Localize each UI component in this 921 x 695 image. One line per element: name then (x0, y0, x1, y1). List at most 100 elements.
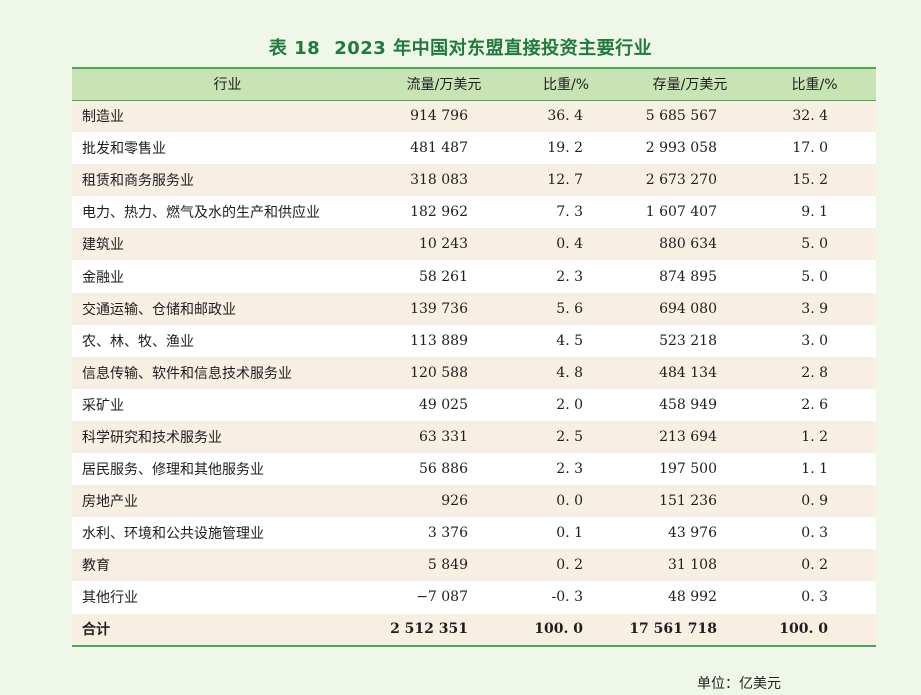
flow-share: 2. 3 (556, 461, 583, 478)
industry-name: 制造业 (82, 109, 124, 126)
header-flow: 流量/万美元 (383, 67, 505, 101)
stock-share: 2. 8 (801, 364, 828, 381)
stock-value: 874 895 (659, 268, 717, 285)
total-stock: 17 561 718 (627, 613, 753, 647)
total-flow: 2 512 351 (383, 613, 505, 647)
table-row: 水利、环境和公共设施管理业 3 376 0. 1 43 976 0. 3 (72, 517, 876, 550)
flow-value: 49 025 (419, 396, 468, 413)
table-row: 建筑业 10 243 0. 4 880 634 5. 0 (72, 228, 876, 261)
table-row: 金融业 58 261 2. 3 874 895 5. 0 (72, 260, 876, 293)
header-stock: 存量/万美元 (627, 67, 753, 101)
table-row: 房地产业 926 0. 0 151 236 0. 9 (72, 485, 876, 518)
flow-value: 120 588 (410, 364, 468, 381)
industry-name: 采矿业 (82, 397, 124, 414)
flow-share: 4. 8 (556, 364, 583, 381)
industry-name: 农、林、牧、渔业 (82, 333, 194, 350)
flow-share: 36. 4 (547, 108, 583, 125)
investment-table: 行业 流量/万美元 比重/% 存量/万美元 比重/% 制造业 914 796 3… (72, 67, 876, 647)
total-row: 合计 2 512 351 100. 0 17 561 718 100. 0 (72, 613, 876, 647)
total-stock-share: 100. 0 (753, 613, 876, 647)
industry-name: 建筑业 (82, 237, 124, 254)
flow-value: 5 849 (427, 557, 468, 574)
table-number: 表 18 (268, 38, 321, 59)
industry-name: 信息传输、软件和信息技术服务业 (82, 365, 292, 382)
stock-value: 523 218 (659, 332, 717, 349)
flow-share: -0. 3 (551, 589, 583, 606)
stock-value: 1 607 407 (645, 204, 717, 221)
flow-share: 2. 0 (556, 396, 583, 413)
flow-share: 0. 1 (556, 525, 583, 542)
stock-share: 5. 0 (801, 268, 828, 285)
table-row: 制造业 914 796 36. 4 5 685 567 32. 4 (72, 100, 876, 133)
stock-value: 5 685 567 (645, 108, 717, 125)
table-row: 交通运输、仓储和邮政业 139 736 5. 6 694 080 3. 9 (72, 292, 876, 325)
stock-value: 151 236 (659, 493, 717, 510)
flow-share: 0. 0 (556, 493, 583, 510)
stock-value: 43 976 (668, 525, 717, 542)
header-flow-share: 比重/% (505, 67, 627, 101)
total-label: 合计 (72, 613, 383, 647)
flow-value: 56 886 (419, 461, 468, 478)
stock-share: 9. 1 (801, 204, 828, 221)
flow-value: 113 889 (410, 332, 468, 349)
unit-note: 单位：亿美元 (697, 676, 781, 692)
stock-value: 197 500 (659, 461, 717, 478)
flow-value: 926 (441, 493, 468, 510)
flow-value: 139 736 (410, 300, 468, 317)
stock-value: 2 673 270 (645, 172, 717, 189)
flow-value: 182 962 (410, 204, 468, 221)
table-row: 采矿业 49 025 2. 0 458 949 2. 6 (72, 388, 876, 421)
table-row: 批发和零售业 481 487 19. 2 2 993 058 17. 0 (72, 132, 876, 165)
stock-share: 1. 1 (801, 461, 828, 478)
stock-share: 0. 3 (801, 589, 828, 606)
flow-share: 19. 2 (547, 140, 583, 157)
industry-name: 教育 (82, 558, 110, 575)
flow-share: 0. 4 (556, 236, 583, 253)
stock-value: 213 694 (659, 428, 717, 445)
flow-value: 318 083 (410, 172, 468, 189)
stock-value: 484 134 (659, 364, 717, 381)
table-row: 科学研究和技术服务业 63 331 2. 5 213 694 1. 2 (72, 420, 876, 454)
header-industry: 行业 (72, 67, 383, 101)
stock-share: 3. 0 (801, 332, 828, 349)
table-row: 居民服务、修理和其他服务业 56 886 2. 3 197 500 1. 1 (72, 453, 876, 486)
industry-name: 科学研究和技术服务业 (82, 429, 222, 446)
flow-share: 0. 2 (556, 557, 583, 574)
flow-value: 63 331 (419, 428, 468, 445)
table-row: 农、林、牧、渔业 113 889 4. 5 523 218 3. 0 (72, 324, 876, 357)
stock-value: 880 634 (659, 236, 717, 253)
flow-value: 481 487 (410, 140, 468, 157)
flow-share: 7. 3 (556, 204, 583, 221)
stock-value: 694 080 (659, 300, 717, 317)
stock-share: 32. 4 (792, 108, 828, 125)
stock-share: 3. 9 (801, 300, 828, 317)
table-row: 信息传输、软件和信息技术服务业 120 588 4. 8 484 134 2. … (72, 356, 876, 389)
industry-name: 水利、环境和公共设施管理业 (82, 526, 264, 543)
flow-value: 10 243 (419, 236, 468, 253)
stock-share: 1. 2 (801, 428, 828, 445)
flow-value: 3 376 (427, 525, 468, 542)
header-stock-share: 比重/% (753, 67, 876, 101)
table-row: 教育 5 849 0. 2 31 108 0. 2 (72, 549, 876, 582)
flow-value: −7 087 (416, 589, 468, 606)
table-row: 电力、热力、燃气及水的生产和供应业 182 962 7. 3 1 607 407… (72, 196, 876, 229)
table-row: 其他行业 −7 087 -0. 3 48 992 0. 3 (72, 581, 876, 614)
flow-share: 5. 6 (556, 300, 583, 317)
header-row: 行业 流量/万美元 比重/% 存量/万美元 比重/% (72, 67, 876, 101)
stock-share: 5. 0 (801, 236, 828, 253)
flow-share: 2. 5 (556, 428, 583, 445)
table-title: 表 18 2023 年中国对东盟直接投资主要行业 (0, 34, 921, 60)
stock-value: 2 993 058 (645, 140, 717, 157)
flow-share: 2. 3 (556, 268, 583, 285)
flow-value: 58 261 (419, 268, 468, 285)
industry-name: 房地产业 (82, 494, 138, 511)
industry-name: 交通运输、仓储和邮政业 (82, 301, 236, 318)
total-flow-share: 100. 0 (505, 613, 627, 647)
stock-share: 17. 0 (792, 140, 828, 157)
industry-name: 金融业 (82, 269, 124, 286)
stock-share: 0. 2 (801, 557, 828, 574)
industry-name: 居民服务、修理和其他服务业 (82, 462, 264, 479)
stock-share: 0. 3 (801, 525, 828, 542)
stock-share: 0. 9 (801, 493, 828, 510)
industry-name: 其他行业 (82, 590, 138, 607)
